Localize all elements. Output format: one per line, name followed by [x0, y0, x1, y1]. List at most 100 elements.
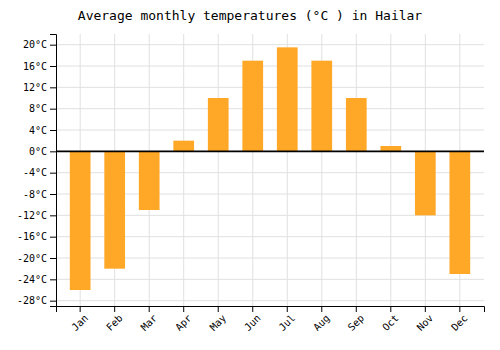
- y-tick-label: 16°C: [23, 61, 47, 72]
- bar: [242, 61, 263, 152]
- x-tick-mark: [114, 306, 115, 312]
- x-tick: Jan: [70, 306, 91, 333]
- y-tick-label: -20°C: [17, 253, 47, 264]
- y-tick: -8°C: [23, 189, 56, 200]
- y-grid-line: [56, 66, 484, 67]
- x-tick-label: Dec: [449, 312, 470, 333]
- y-tick-label: 12°C: [23, 82, 47, 93]
- x-tick-mark: [390, 306, 391, 312]
- x-tick: Sep: [346, 306, 367, 333]
- y-tick: -28°C: [17, 295, 56, 306]
- title: Average monthly temperatures (°C ) in Ha…: [78, 8, 423, 23]
- y-grid-line: [56, 130, 484, 131]
- x-tick-label: Oct: [380, 312, 401, 333]
- y-tick-label: -16°C: [17, 231, 47, 242]
- x-axis: Jan Feb Mar Apr May Jun Jul Aug Sep Oct Nov Dec: [57, 306, 485, 333]
- x-tick-label: Apr: [173, 312, 194, 333]
- x-tick: Jun: [242, 306, 263, 333]
- y-tick-label: -4°C: [23, 167, 47, 178]
- bar: [415, 151, 436, 215]
- y-axis-line: [50, 35, 57, 307]
- x-tick-label: Jul: [277, 312, 298, 333]
- y-grid-line: [56, 44, 484, 45]
- y-tick-label: 8°C: [29, 103, 47, 114]
- bar: [449, 151, 470, 274]
- y-grid-line: [56, 87, 484, 88]
- y-tick-label: -24°C: [17, 274, 47, 285]
- x-grid-line: [356, 34, 357, 306]
- x-tick-mark: [252, 306, 253, 312]
- x-tick: Apr: [173, 306, 194, 333]
- y-tick-mark: [50, 173, 56, 174]
- y-tick: 8°C: [29, 103, 56, 114]
- y-tick-mark: [50, 279, 56, 280]
- y-tick-mark: [50, 45, 56, 46]
- y-tick: 0°C: [29, 146, 56, 157]
- x-axis-line: [57, 307, 485, 313]
- y-tick-mark: [50, 237, 56, 238]
- grid: [56, 34, 484, 306]
- y-axis: -28°C -24°C -20°C -16°C -12°C -8°C -4°C 0°C 4°C 8…: [17, 35, 57, 307]
- y-tick-label: -12°C: [17, 210, 47, 221]
- bar: [104, 151, 125, 268]
- x-tick: Jul: [277, 306, 298, 333]
- x-tick-mark: [356, 306, 357, 312]
- y-tick: 20°C: [23, 39, 56, 50]
- x-grid-line: [390, 34, 391, 306]
- x-tick: Dec: [449, 306, 470, 333]
- y-grid-line: [56, 151, 484, 152]
- x-tick-mark: [321, 306, 322, 312]
- y-tick-mark: [50, 194, 56, 195]
- x-tick-label: Aug: [311, 312, 332, 333]
- bar: [173, 141, 194, 152]
- y-tick: 16°C: [23, 61, 56, 72]
- x-tick: Mar: [139, 306, 160, 333]
- bars: [56, 47, 484, 290]
- x-grid-line: [183, 34, 184, 306]
- x-tick: Nov: [415, 306, 436, 333]
- zero-line: [56, 150, 484, 152]
- y-tick-mark: [50, 301, 56, 302]
- y-tick-mark: [50, 258, 56, 259]
- x-tick-mark: [183, 306, 184, 312]
- x-tick-mark: [149, 306, 150, 312]
- x-tick-label: Jun: [242, 312, 263, 333]
- y-tick: -24°C: [17, 274, 56, 285]
- y-tick-mark: [50, 130, 56, 131]
- x-tick: May: [208, 306, 229, 333]
- y-tick: -16°C: [17, 231, 56, 242]
- bar: [208, 98, 229, 151]
- y-tick: -12°C: [17, 210, 56, 221]
- x-tick: Feb: [104, 306, 125, 333]
- bar: [70, 151, 91, 290]
- y-tick: 4°C: [29, 125, 56, 136]
- x-tick: Oct: [380, 306, 401, 333]
- bar: [277, 47, 298, 151]
- y-tick-label: 20°C: [23, 39, 47, 50]
- y-tick-mark: [50, 215, 56, 216]
- plot: -28°C -24°C -20°C -16°C -12°C -8°C -4°C 0°C 4°C 8…: [17, 34, 485, 333]
- x-tick-label: Mar: [139, 312, 160, 333]
- y-tick-mark: [50, 87, 56, 88]
- x-tick-mark: [80, 306, 81, 312]
- x-tick-mark: [459, 306, 460, 312]
- x-tick-mark: [218, 306, 219, 312]
- bar: [311, 61, 332, 152]
- y-grid-line: [56, 108, 484, 109]
- y-tick-mark: [50, 151, 56, 152]
- y-tick: -4°C: [23, 167, 56, 178]
- y-grid-line: [56, 300, 484, 301]
- y-tick: -20°C: [17, 253, 56, 264]
- y-grid-line: [56, 279, 484, 280]
- y-tick-mark: [50, 109, 56, 110]
- x-tick-label: May: [208, 312, 229, 333]
- x-tick: Aug: [311, 306, 332, 333]
- x-tick-mark: [425, 306, 426, 312]
- x-tick-label: Nov: [415, 312, 436, 333]
- y-tick-label: 0°C: [29, 146, 47, 157]
- y-tick-label: 4°C: [29, 125, 47, 136]
- x-tick-label: Feb: [104, 312, 125, 333]
- y-tick-mark: [50, 66, 56, 67]
- y-tick-label: -28°C: [17, 295, 47, 306]
- x-grid-line: [218, 34, 219, 306]
